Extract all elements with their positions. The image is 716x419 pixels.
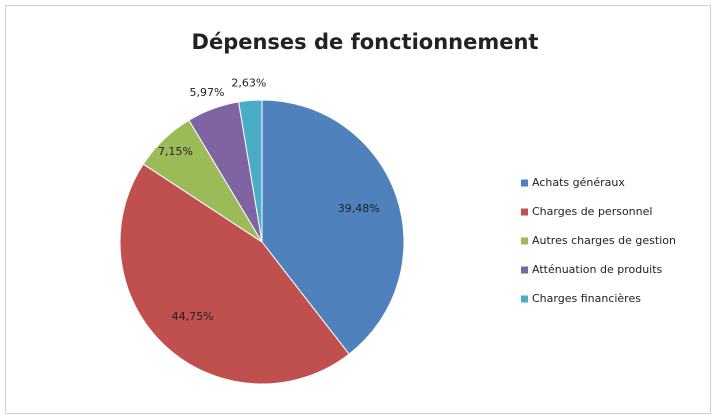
legend-label: Atténuation de produits (532, 263, 663, 276)
data-label: 2,63% (231, 77, 266, 90)
data-label: 39,48% (338, 202, 380, 215)
legend-label: Autres charges de gestion (532, 234, 676, 247)
data-label: 44,75% (172, 310, 214, 323)
legend-swatch (521, 179, 528, 187)
chart-title: Dépenses de fonctionnement (192, 30, 539, 54)
legend-label: Achats généraux (532, 176, 625, 189)
pie-slice (119, 163, 350, 385)
legend-label: Charges financières (532, 292, 641, 305)
pie-slice (238, 99, 263, 243)
legend-swatch (521, 266, 528, 274)
pie-slice (261, 99, 405, 355)
legend-swatch (521, 295, 528, 303)
data-label: 5,97% (190, 86, 225, 99)
legend-swatch (521, 237, 528, 245)
legend-label: Charges de personnel (532, 205, 652, 218)
legend-swatch (521, 208, 528, 216)
data-label: 7,15% (158, 145, 193, 158)
